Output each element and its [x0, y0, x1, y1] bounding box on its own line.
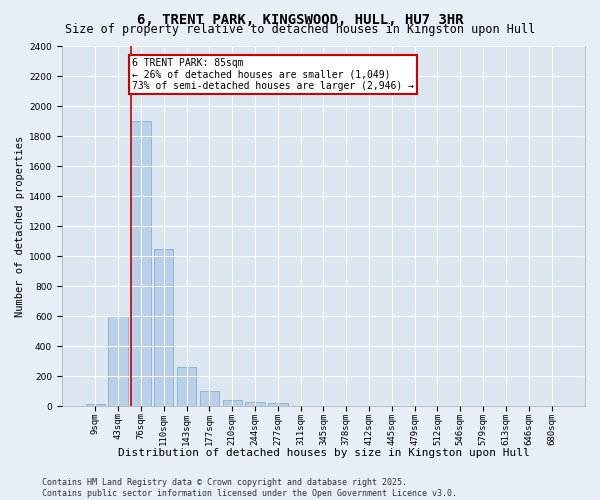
Y-axis label: Number of detached properties: Number of detached properties [15, 136, 25, 316]
Bar [200, 391, 219, 406]
Bar [177, 367, 196, 406]
Bar [223, 400, 242, 406]
Bar [131, 121, 151, 406]
Bar [86, 404, 105, 406]
Bar [109, 316, 128, 406]
Text: 6 TRENT PARK: 85sqm
← 26% of detached houses are smaller (1,049)
73% of semi-det: 6 TRENT PARK: 85sqm ← 26% of detached ho… [133, 58, 415, 91]
Text: Size of property relative to detached houses in Kingston upon Hull: Size of property relative to detached ho… [65, 22, 535, 36]
Text: 6, TRENT PARK, KINGSWOOD, HULL, HU7 3HR: 6, TRENT PARK, KINGSWOOD, HULL, HU7 3HR [137, 12, 463, 26]
X-axis label: Distribution of detached houses by size in Kingston upon Hull: Distribution of detached houses by size … [118, 448, 529, 458]
Bar [245, 402, 265, 406]
Bar [154, 248, 173, 406]
Bar [268, 403, 287, 406]
Text: Contains HM Land Registry data © Crown copyright and database right 2025.
Contai: Contains HM Land Registry data © Crown c… [42, 478, 457, 498]
